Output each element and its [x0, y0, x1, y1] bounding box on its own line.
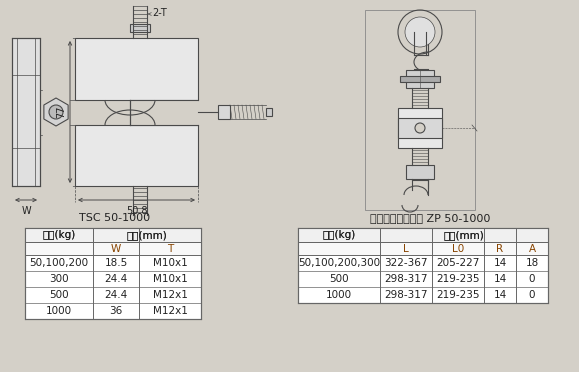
Bar — [130, 24, 150, 32]
Bar — [298, 228, 548, 303]
Bar — [365, 10, 475, 210]
Text: 36: 36 — [109, 306, 123, 316]
Text: 尺寸(mm): 尺寸(mm) — [444, 230, 485, 240]
Bar — [12, 38, 40, 186]
Text: R: R — [496, 244, 504, 253]
Circle shape — [49, 105, 63, 119]
Text: 322-367: 322-367 — [384, 258, 428, 268]
Text: W: W — [21, 206, 31, 216]
Text: 1000: 1000 — [46, 306, 72, 316]
Text: W: W — [111, 244, 121, 253]
Text: 关节轴承式连接件 ZP 50-1000: 关节轴承式连接件 ZP 50-1000 — [370, 213, 490, 223]
Bar — [400, 76, 440, 82]
Text: 容量(kg): 容量(kg) — [42, 230, 76, 240]
Text: 50,100,200,300: 50,100,200,300 — [298, 258, 380, 268]
Bar — [406, 70, 434, 88]
Bar — [218, 105, 230, 119]
Bar — [398, 118, 442, 138]
Text: M12x1: M12x1 — [152, 290, 188, 300]
Bar — [298, 242, 548, 255]
Bar — [130, 100, 198, 125]
Text: 500: 500 — [49, 290, 69, 300]
Text: T: T — [167, 244, 173, 253]
Text: TSC 50-1000: TSC 50-1000 — [79, 213, 151, 223]
Bar — [398, 108, 442, 148]
Text: 容量(kg): 容量(kg) — [323, 230, 356, 240]
Bar — [298, 228, 548, 242]
Text: 205-227: 205-227 — [437, 258, 479, 268]
Text: 50,100,200: 50,100,200 — [30, 258, 89, 268]
Text: 50.8: 50.8 — [126, 206, 147, 216]
Bar — [298, 228, 548, 303]
Text: 尺寸(mm): 尺寸(mm) — [127, 230, 167, 240]
Bar — [25, 228, 201, 242]
Text: 24.4: 24.4 — [104, 274, 127, 284]
Text: 300: 300 — [49, 274, 69, 284]
Text: 容量(kg): 容量(kg) — [323, 230, 356, 240]
Text: M10x1: M10x1 — [153, 258, 188, 268]
Text: 18: 18 — [525, 258, 538, 268]
Bar — [266, 108, 272, 116]
Text: 18.5: 18.5 — [104, 258, 127, 268]
Text: 1000: 1000 — [326, 290, 352, 300]
Text: 14: 14 — [493, 274, 507, 284]
Text: 14: 14 — [493, 258, 507, 268]
Text: 0: 0 — [529, 290, 535, 300]
Text: 298-317: 298-317 — [384, 290, 428, 300]
Text: 容量(kg): 容量(kg) — [42, 230, 76, 240]
Bar — [25, 228, 201, 319]
Text: 14: 14 — [493, 290, 507, 300]
Text: 219-235: 219-235 — [436, 290, 480, 300]
Text: 尺寸(mm): 尺寸(mm) — [127, 230, 167, 240]
Text: L: L — [403, 244, 409, 253]
Text: 500: 500 — [329, 274, 349, 284]
Bar — [25, 228, 201, 319]
Text: M12x1: M12x1 — [152, 306, 188, 316]
Bar — [25, 242, 201, 255]
Circle shape — [405, 17, 435, 47]
Circle shape — [415, 123, 425, 133]
Text: 219-235: 219-235 — [436, 274, 480, 284]
Bar — [25, 228, 201, 242]
Bar — [298, 228, 548, 242]
Text: 77: 77 — [56, 106, 66, 118]
Text: 298-317: 298-317 — [384, 274, 428, 284]
Polygon shape — [44, 98, 68, 126]
Text: M10x1: M10x1 — [153, 274, 188, 284]
Bar — [130, 100, 198, 125]
Text: A: A — [529, 244, 536, 253]
Bar — [406, 165, 434, 179]
Text: 24.4: 24.4 — [104, 290, 127, 300]
Text: 尺寸(mm): 尺寸(mm) — [444, 230, 485, 240]
Bar — [75, 38, 198, 100]
Text: L0: L0 — [452, 244, 464, 253]
Text: 2-T: 2-T — [152, 8, 167, 18]
Bar — [75, 125, 198, 186]
Text: 0: 0 — [529, 274, 535, 284]
